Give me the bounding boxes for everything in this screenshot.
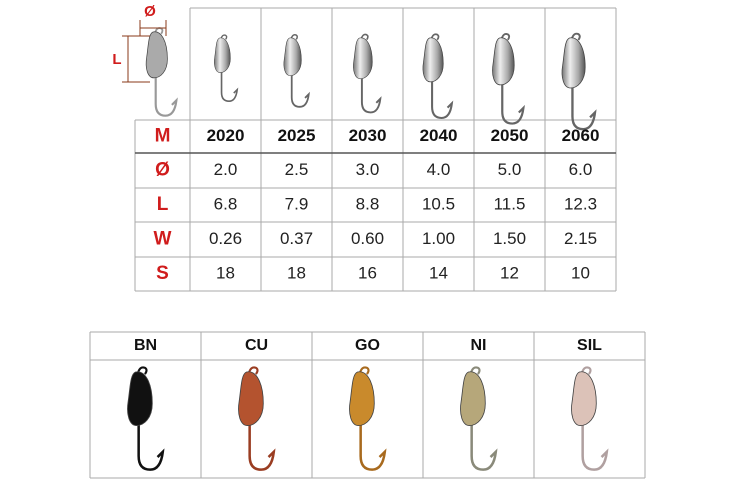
spec-value: 12.3 — [564, 194, 597, 213]
jig-image — [214, 34, 239, 103]
spec-value: 6.0 — [569, 160, 593, 179]
jig-image — [492, 33, 525, 125]
jig-hook — [220, 68, 239, 103]
jig-eye — [290, 34, 299, 40]
jig-body — [460, 371, 486, 426]
jig-image — [127, 366, 165, 471]
length-label: L — [112, 51, 121, 68]
jig-image — [283, 34, 310, 108]
jig-eye — [136, 366, 148, 375]
jig-hook — [248, 419, 276, 471]
jig-body — [353, 37, 373, 80]
jig-body — [571, 371, 597, 426]
spec-value: 18 — [216, 263, 235, 282]
spec-value: 2.0 — [214, 160, 238, 179]
color-label: GO — [355, 337, 380, 354]
row-label: Ø — [155, 160, 170, 181]
spec-value: 3.0 — [356, 160, 380, 179]
jig-image — [422, 33, 454, 120]
color-label: CU — [245, 337, 268, 354]
spec-value: 14 — [429, 263, 448, 282]
jig-image — [349, 366, 387, 471]
jig-eye — [247, 366, 259, 375]
jig-eye — [360, 33, 369, 41]
jig-body — [127, 371, 153, 426]
diameter-label: Ø — [144, 3, 156, 20]
spec-value: 16 — [358, 263, 377, 282]
spec-value: 10 — [571, 263, 590, 282]
model-number: 2050 — [491, 126, 529, 145]
jig-eye — [430, 33, 440, 41]
spec-value: 5.0 — [498, 160, 522, 179]
jig-hook — [571, 82, 597, 131]
jig-body — [283, 37, 302, 77]
spec-value: 1.00 — [422, 229, 455, 248]
color-label: BN — [134, 337, 157, 354]
jig-body — [492, 37, 515, 86]
spec-value: 2.5 — [285, 160, 309, 179]
jig-eye — [500, 33, 511, 41]
jig-hook — [501, 79, 525, 125]
model-number: 2025 — [278, 126, 316, 145]
model-number: 2030 — [349, 126, 387, 145]
spec-value: 12 — [500, 263, 519, 282]
jig-hook — [359, 419, 387, 471]
jig-image — [571, 366, 609, 471]
spec-value: 8.8 — [356, 194, 380, 213]
spec-value: 18 — [287, 263, 306, 282]
model-number: 2040 — [420, 126, 458, 145]
jig-hook — [154, 72, 178, 117]
jig-eye — [469, 366, 481, 375]
jig-image — [238, 366, 276, 471]
jig-body — [561, 37, 586, 89]
spec-value: 2.15 — [564, 229, 597, 248]
spec-value: 0.37 — [280, 229, 313, 248]
spec-value: 1.50 — [493, 229, 526, 248]
jig-eye — [580, 366, 592, 375]
jig-hook — [290, 71, 310, 108]
row-label: M — [155, 126, 171, 147]
jig-body — [145, 31, 168, 79]
jig-image — [460, 366, 498, 471]
row-label: W — [154, 229, 172, 250]
spec-value: 6.8 — [214, 194, 238, 213]
spec-value: 0.26 — [209, 229, 242, 248]
spec-value: 4.0 — [427, 160, 451, 179]
row-label: S — [156, 263, 169, 284]
jig-hook — [137, 419, 165, 471]
jig-image — [561, 32, 597, 131]
spec-value: 7.9 — [285, 194, 309, 213]
spec-value: 10.5 — [422, 194, 455, 213]
model-number: 2020 — [207, 126, 245, 145]
jig-image — [353, 33, 382, 114]
jig-image — [145, 27, 178, 117]
model-number: 2060 — [562, 126, 600, 145]
jig-body — [349, 371, 375, 426]
jig-hook — [470, 419, 498, 471]
jig-body — [238, 371, 264, 426]
jig-eye — [358, 366, 370, 375]
spec-value: 11.5 — [494, 194, 526, 213]
jig-eye — [220, 34, 228, 40]
jig-hook — [431, 76, 454, 120]
row-label: L — [157, 194, 169, 215]
color-label: NI — [471, 337, 487, 354]
color-label: SIL — [577, 337, 602, 354]
jig-hook — [360, 74, 382, 114]
jig-eye — [570, 32, 581, 41]
spec-value: 0.60 — [351, 229, 384, 248]
jig-hook — [581, 419, 609, 471]
jig-body — [214, 37, 231, 73]
jig-body — [422, 37, 444, 83]
